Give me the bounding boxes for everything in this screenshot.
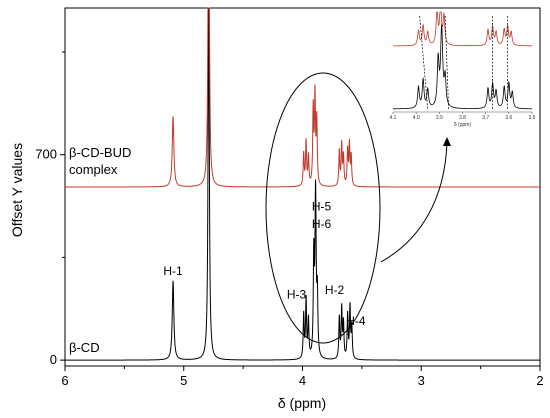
series-line-0	[65, 7, 540, 361]
annotation-h-5: H-5	[312, 199, 332, 213]
x-axis-ticks: 6 5 4 3 2	[61, 366, 544, 388]
inset-tick-label-3.5: 3.5	[529, 115, 536, 121]
annotation-h-1: H-1	[163, 264, 183, 278]
y-axis-label: Offset Y values	[9, 143, 25, 237]
x-axis-label: δ (ppm)	[278, 395, 326, 411]
y-axis-ticks: 0 700	[35, 51, 65, 367]
series-label-complex-1: β-CD-BUD	[69, 145, 131, 160]
region-ellipse	[265, 72, 381, 344]
series-label-complex-2: complex	[69, 162, 118, 177]
annotation-h-4: H-4	[346, 314, 366, 328]
inset-tick-label-4.1: 4.1	[390, 115, 397, 121]
inset-tick-label-3.8: 3.8	[459, 115, 466, 121]
annotation-h-2: H-2	[325, 283, 345, 297]
inset-series-line-1	[393, 11, 532, 47]
inset-series-line-0	[393, 24, 532, 110]
inset-dashed-guide-1	[444, 15, 449, 110]
inset-zoom: 4.1 4.0 3.9 3.8 3.7 3.6 3.5 δ (ppm)	[390, 11, 536, 128]
inset-tick-label-3.7: 3.7	[482, 115, 489, 121]
y-tick-label-0: 0	[50, 352, 57, 367]
x-tick-label-3: 3	[418, 373, 425, 388]
x-tick-label-5: 5	[180, 373, 187, 388]
series-label-bcd: β-CD	[69, 340, 100, 355]
inset-tick-label-3.9: 3.9	[436, 115, 443, 121]
x-tick-label-4: 4	[299, 373, 306, 388]
spectra	[65, 7, 540, 361]
zoom-arrow	[380, 141, 448, 263]
zoom-arrow-head	[443, 137, 451, 146]
inset-tick-label-3.6: 3.6	[505, 115, 512, 121]
x-tick-label-2: 2	[536, 373, 543, 388]
y-tick-label-700: 700	[35, 147, 57, 162]
x-tick-label-6: 6	[61, 373, 68, 388]
inset-tick-label-4.0: 4.0	[413, 115, 420, 121]
inset-axis-label: δ (ppm)	[454, 122, 472, 128]
inset-dashed-guide-0	[419, 15, 429, 110]
series-line-1	[65, 7, 540, 188]
annotation-h-3: H-3	[287, 288, 307, 302]
peak-annotations: H-1 H-5 H-6 H-3 H-2 H-4	[163, 199, 366, 327]
annotation-h-6: H-6	[312, 217, 332, 231]
